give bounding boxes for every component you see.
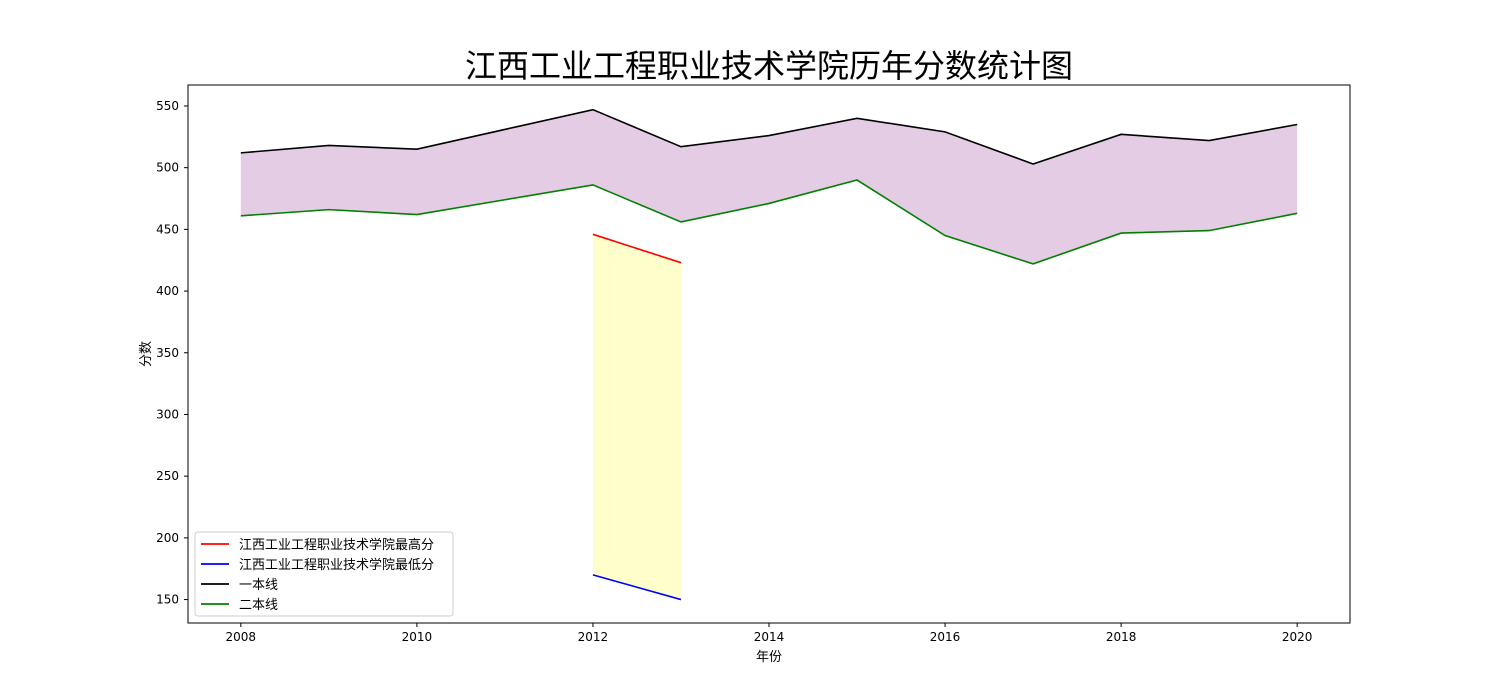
series-line-2 — [592, 574, 682, 601]
y-axis: 150 200 250 300 350 400 450 500 550 — [156, 99, 188, 607]
series-line-4 — [240, 179, 1298, 265]
x-tick-label: 2010 — [402, 630, 433, 644]
legend-label: 江西工业工程职业技术学院最高分 — [239, 537, 434, 553]
x-tick-label: 2016 — [930, 630, 961, 644]
legend-label: 江西工业工程职业技术学院最低分 — [239, 557, 434, 573]
x-tick-label: 2020 — [1282, 630, 1313, 644]
series-line-1 — [592, 233, 682, 264]
x-tick-label: 2014 — [754, 630, 785, 644]
series-line-3 — [240, 108, 1298, 165]
y-tick-label: 500 — [156, 161, 179, 175]
legend-box — [194, 531, 454, 617]
fill-area-2 — [592, 234, 681, 600]
x-tick-label: 2012 — [578, 630, 609, 644]
legend-label: 二本线 — [239, 598, 278, 613]
chart-title: 江西工业工程职业技术学院历年分数统计图 — [465, 47, 1073, 85]
y-tick-label: 450 — [156, 222, 179, 236]
fill-area-1 — [240, 109, 1298, 264]
y-tick-label: 550 — [156, 99, 179, 113]
series-lines — [240, 108, 1298, 601]
y-tick-label: 250 — [156, 469, 179, 483]
legend-label: 一本线 — [239, 578, 278, 593]
x-tick-label: 2008 — [226, 630, 257, 644]
x-tick-label: 2018 — [1106, 630, 1137, 644]
fill-areas — [240, 109, 1298, 600]
x-axis: 2008 2010 2012 2014 2016 2018 2020 — [226, 623, 1313, 644]
y-tick-label: 350 — [156, 346, 179, 360]
y-tick-label: 150 — [156, 593, 179, 607]
y-tick-label: 300 — [156, 407, 179, 421]
y-axis-label: 分数 — [139, 341, 154, 367]
y-tick-label: 200 — [156, 531, 179, 545]
y-tick-label: 400 — [156, 284, 179, 298]
x-axis-label: 年份 — [756, 650, 782, 665]
